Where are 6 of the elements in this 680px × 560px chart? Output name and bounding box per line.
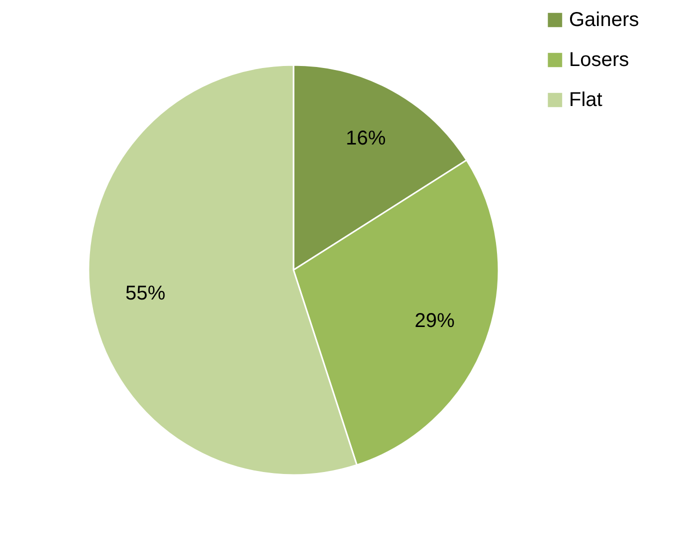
legend-label: Flat (569, 89, 603, 111)
data-label: 29% (414, 310, 455, 332)
data-label: 16% (346, 128, 386, 150)
legend-label: Losers (569, 49, 630, 71)
data-label: 55% (125, 282, 166, 304)
legend-label: Gainers (569, 9, 640, 31)
